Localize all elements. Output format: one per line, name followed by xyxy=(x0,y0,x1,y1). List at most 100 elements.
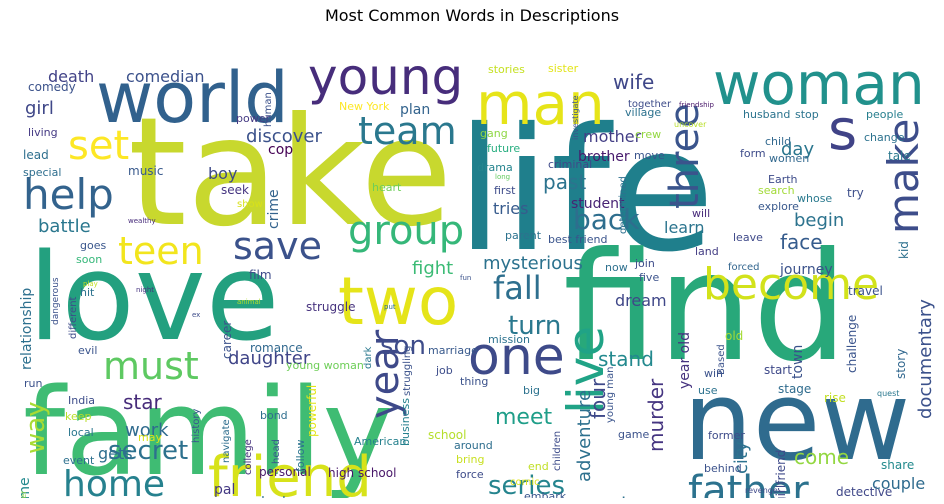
word-change: change xyxy=(864,131,905,144)
word-join: join xyxy=(634,257,655,270)
word-parent: parent xyxy=(505,229,542,242)
word-stop: stop xyxy=(795,108,819,121)
word-play: play xyxy=(83,280,98,288)
word-old: old xyxy=(725,329,743,343)
word-time: time xyxy=(17,477,33,498)
word-comedian: comedian xyxy=(126,67,205,86)
word-struggling: struggling xyxy=(402,345,413,396)
word-romance: romance xyxy=(250,341,303,355)
word-gang: gang xyxy=(480,127,508,140)
word-dangerous: dangerous xyxy=(51,277,61,325)
word-one: one xyxy=(468,327,565,387)
word-seek: seek xyxy=(221,183,249,197)
word-american: American xyxy=(354,435,406,448)
word-different: different xyxy=(68,296,79,339)
word-cloud-canvas: life take find love family new world woman frien… xyxy=(8,34,936,498)
word-adventure: adventure xyxy=(574,390,595,482)
word-detective: detective xyxy=(836,485,892,498)
word-murder: murder xyxy=(644,378,668,452)
word-history: history xyxy=(191,409,202,443)
word-power: power xyxy=(236,112,270,125)
word-game: game xyxy=(618,428,649,441)
word-year-old: year old xyxy=(677,332,693,389)
word-force: force xyxy=(456,468,484,481)
word-daughter: daughter xyxy=(228,348,311,369)
word-city: city xyxy=(731,441,752,474)
word-try: try xyxy=(847,186,864,200)
word-mysterious: mysterious xyxy=(483,253,583,274)
word-challenge: challenge xyxy=(845,315,859,373)
word-must: must xyxy=(103,344,199,388)
word-woman: woman xyxy=(713,50,925,118)
word-crew: crew xyxy=(635,128,661,141)
word-move: move xyxy=(634,149,665,162)
word-star: star xyxy=(123,390,163,414)
word-way: way xyxy=(21,401,51,454)
word-local: local xyxy=(68,426,94,439)
word-college: college xyxy=(243,439,254,475)
word-music: music xyxy=(128,164,163,178)
word-meet: meet xyxy=(495,405,553,430)
word-home: home xyxy=(63,464,165,498)
word-wife: wife xyxy=(613,70,654,94)
word-thing: thing xyxy=(460,375,488,388)
word-start: start xyxy=(764,363,792,377)
word-year: year xyxy=(362,329,408,419)
word-determined: determined xyxy=(618,176,629,234)
word-will: will xyxy=(692,207,710,220)
word-battle: battle xyxy=(38,216,91,237)
word-back: back xyxy=(573,203,640,236)
word-navigate: navigate xyxy=(221,419,232,463)
word-student: student xyxy=(571,196,625,212)
word-goes: goes xyxy=(80,239,106,252)
word-stand: stand xyxy=(598,347,654,371)
word-keep: keep xyxy=(65,410,92,423)
word-sister: sister xyxy=(548,62,579,75)
word-story: story xyxy=(894,349,908,379)
word-powerful: powerful xyxy=(305,385,319,437)
word-learn: learn xyxy=(664,218,705,237)
word-comic: comic xyxy=(510,477,540,488)
word-around: around xyxy=(454,439,493,452)
word-friend: friend xyxy=(208,445,372,498)
word-cop: cop xyxy=(268,142,293,158)
word-set: set xyxy=(68,123,129,169)
word-big: big xyxy=(523,384,540,397)
word-future: future xyxy=(487,142,520,155)
word-may: may xyxy=(138,431,162,444)
word-business: business xyxy=(399,398,412,446)
word-return: return xyxy=(603,493,658,498)
word-children: children xyxy=(552,431,563,471)
word-life: life xyxy=(456,92,715,290)
word-film: film xyxy=(249,268,272,282)
word-follow: follow xyxy=(294,440,307,472)
word-quest: quest xyxy=(877,389,899,398)
word-girlfriend: girlfriend xyxy=(774,450,788,498)
word-lead: lead xyxy=(23,148,49,162)
word-hit: hit xyxy=(80,286,95,299)
word-past: past xyxy=(543,170,586,194)
word-two: two xyxy=(338,263,458,340)
word-man: man xyxy=(476,70,605,138)
word-stories: stories xyxy=(488,63,525,76)
word-drama: drama xyxy=(477,161,513,174)
word-live: live xyxy=(557,326,615,414)
word-take: take xyxy=(128,86,453,260)
word-evil: evil xyxy=(78,344,97,357)
word-fall: fall xyxy=(493,269,542,307)
word-world: world xyxy=(96,57,289,139)
word-put: put xyxy=(384,303,396,311)
word-form: form xyxy=(740,147,766,160)
word-bond: bond xyxy=(260,409,288,422)
word-explore: explore xyxy=(758,200,799,213)
word-plan: plan xyxy=(400,102,430,118)
word-tries: tries xyxy=(493,199,528,218)
word-career: career xyxy=(220,321,234,359)
word-wealthy: wealthy xyxy=(128,217,156,225)
word-s: s xyxy=(828,98,857,163)
word-special: special xyxy=(23,166,61,179)
word-behind: behind xyxy=(704,462,742,475)
word-fun: fun xyxy=(460,274,471,282)
word-girl: girl xyxy=(25,98,54,119)
